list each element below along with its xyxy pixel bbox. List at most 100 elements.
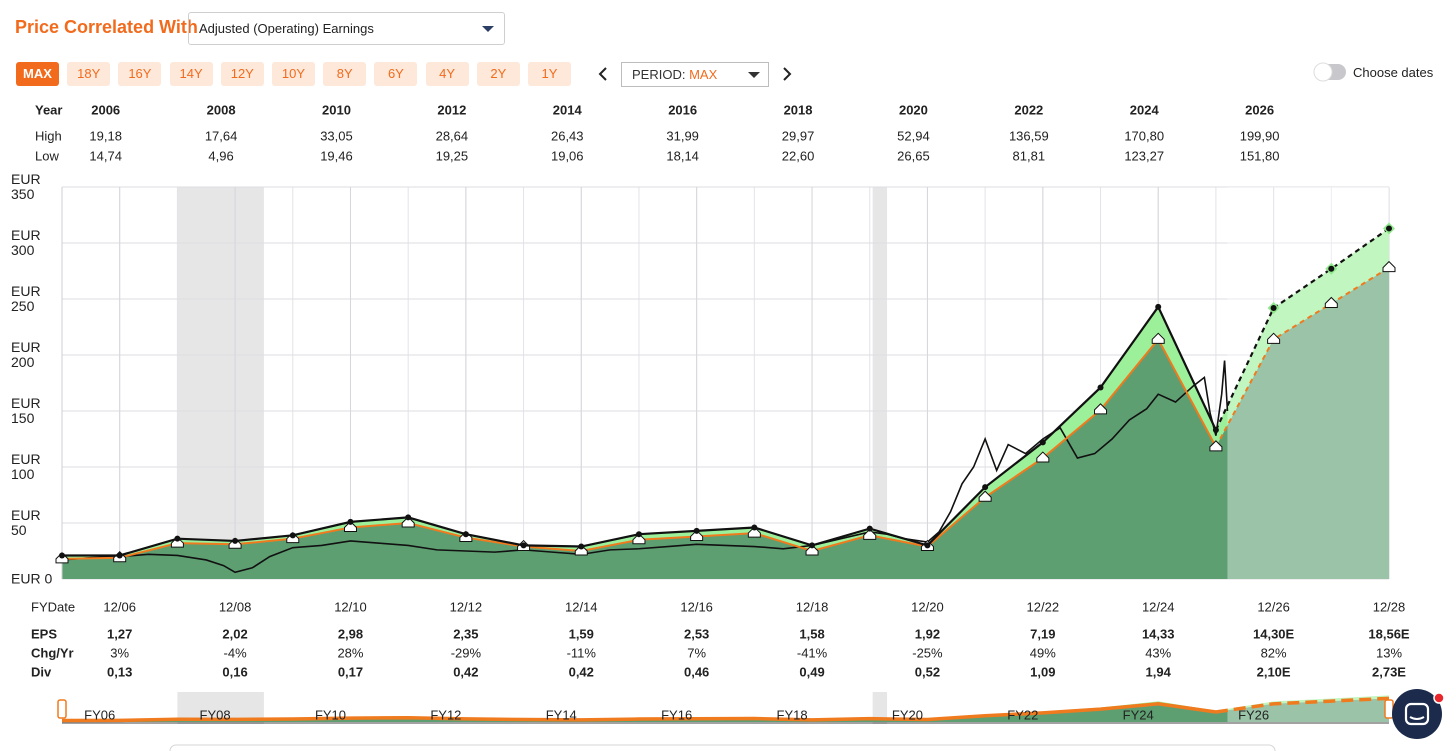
date-toggle[interactable]	[1313, 62, 1347, 82]
year-cell: 2026	[1245, 102, 1274, 117]
price-cell: 170,80	[1124, 128, 1164, 143]
navigator-label: FY26	[1238, 707, 1269, 722]
y-tick-label: EUR 0	[11, 570, 53, 587]
normal-pe-line	[1215, 266, 1390, 448]
price-cell: 17,64	[205, 128, 238, 143]
normal-pe-marker	[574, 544, 588, 556]
title: Price Correlated With	[15, 17, 198, 37]
period-button[interactable]: 10Y	[272, 62, 315, 86]
caret	[748, 72, 760, 78]
fy-cell: 14,33	[1142, 626, 1175, 641]
earnings-marker	[635, 531, 642, 538]
fy-cell: 18,56E	[1368, 626, 1410, 641]
x-tick-label: 12/10	[334, 599, 367, 614]
year-cell: 2008	[207, 102, 236, 117]
period-button[interactable]: 4Y	[425, 62, 469, 86]
fy-cell: 1,27	[107, 626, 132, 641]
period-button[interactable]: MAX	[16, 62, 59, 86]
fy-cell: 2,02	[222, 626, 247, 641]
recession-band	[872, 692, 888, 724]
year-cell: 2024	[1130, 102, 1160, 117]
period-button[interactable]: 1Y	[528, 62, 571, 86]
price-cell: 136,59	[1009, 128, 1049, 143]
normal-pe-marker	[747, 526, 761, 538]
navigator-handle[interactable]	[57, 699, 67, 719]
navigator-label: FY06	[84, 707, 115, 722]
earnings-marker	[693, 527, 700, 534]
year-cell: 2020	[899, 102, 928, 117]
normal-pe-marker	[1094, 403, 1108, 415]
table-header: FYDate	[31, 599, 75, 614]
fy-cell: 14,30E	[1253, 626, 1295, 641]
fy-cell: 7%	[687, 645, 706, 660]
fy-cell: 3%	[110, 645, 129, 660]
period-button[interactable]: 6Y	[374, 62, 418, 86]
earnings-marker	[405, 514, 412, 521]
fy-cell: 28%	[337, 645, 363, 660]
normal-pe-marker	[401, 516, 415, 528]
price-cell: 81,81	[1013, 148, 1046, 163]
fy-cell: -11%	[567, 645, 597, 660]
x-tick-label: 12/18	[796, 599, 829, 614]
fy-cell: 0,13	[107, 664, 132, 679]
year-cell: 2006	[91, 102, 120, 117]
earnings-marker	[924, 542, 931, 549]
normal-pe-marker	[1267, 332, 1281, 344]
earnings-marker	[1039, 439, 1046, 446]
chat-button[interactable]	[1390, 686, 1450, 746]
price-cell: 26,43	[551, 128, 584, 143]
fy-cell: -41%	[797, 645, 828, 660]
price-cell: 26,65	[897, 148, 930, 163]
period-button[interactable]: 12Y	[220, 62, 264, 86]
period-button[interactable]: 8Y	[323, 62, 367, 86]
prev-arrow[interactable]	[597, 67, 609, 81]
price-cell: 123,27	[1124, 148, 1164, 163]
year-cell: 2012	[437, 102, 466, 117]
navigator-label: FY10	[315, 707, 346, 722]
fy-cell: 0,42	[569, 664, 594, 679]
navigator-label: FY24	[1123, 707, 1154, 722]
earnings-marker	[578, 543, 585, 550]
normal-pe-marker	[1382, 260, 1396, 273]
period-button[interactable]: 2Y	[476, 62, 520, 86]
earnings-marker	[1212, 427, 1219, 434]
navigator-label: FY18	[777, 707, 808, 722]
fy-cell: 0,49	[799, 664, 824, 679]
price-cell: 19,06	[551, 148, 584, 163]
next-arrow[interactable]	[781, 67, 793, 81]
price-cell: 52,94	[897, 128, 930, 143]
period-button[interactable]: 14Y	[169, 62, 213, 86]
earnings-marker	[462, 531, 469, 538]
earnings-marker	[1155, 303, 1162, 310]
y-tick-label: EUR 50	[11, 507, 41, 538]
fy-cell: 2,53	[684, 626, 709, 641]
value-area	[62, 267, 1389, 579]
earnings-marker	[1270, 304, 1277, 311]
period-select[interactable]: PERIOD: MAX	[621, 62, 769, 87]
period-value: MAX	[689, 67, 718, 82]
metric-dropdown[interactable]: Adjusted (Operating) Earnings	[188, 12, 505, 45]
earnings-marker	[1328, 265, 1335, 272]
x-tick-label: 12/26	[1257, 599, 1290, 614]
fy-cell: 2,73E	[1372, 664, 1406, 679]
bottom-panel	[169, 744, 1276, 751]
period-button[interactable]: 16Y	[118, 62, 162, 86]
fy-cell: 2,35	[453, 626, 478, 641]
table-header: Year	[35, 102, 62, 117]
year-cell: 2014	[553, 102, 583, 117]
row-label: Low	[35, 148, 59, 163]
x-tick-label: 12/08	[219, 599, 252, 614]
navigator-label: FY14	[546, 707, 577, 722]
fy-cell: 0,17	[338, 664, 363, 679]
price-cell: 19,46	[320, 148, 353, 163]
fy-cell: 0,42	[453, 664, 478, 679]
earnings-marker	[1386, 225, 1392, 232]
y-tick-label: EUR 300	[11, 227, 41, 258]
price-cell: 19,18	[89, 128, 122, 143]
recession-band	[177, 187, 264, 579]
period-button[interactable]: 18Y	[67, 62, 111, 86]
fy-cell: 13%	[1376, 645, 1402, 660]
fy-cell: -4%	[224, 645, 248, 660]
